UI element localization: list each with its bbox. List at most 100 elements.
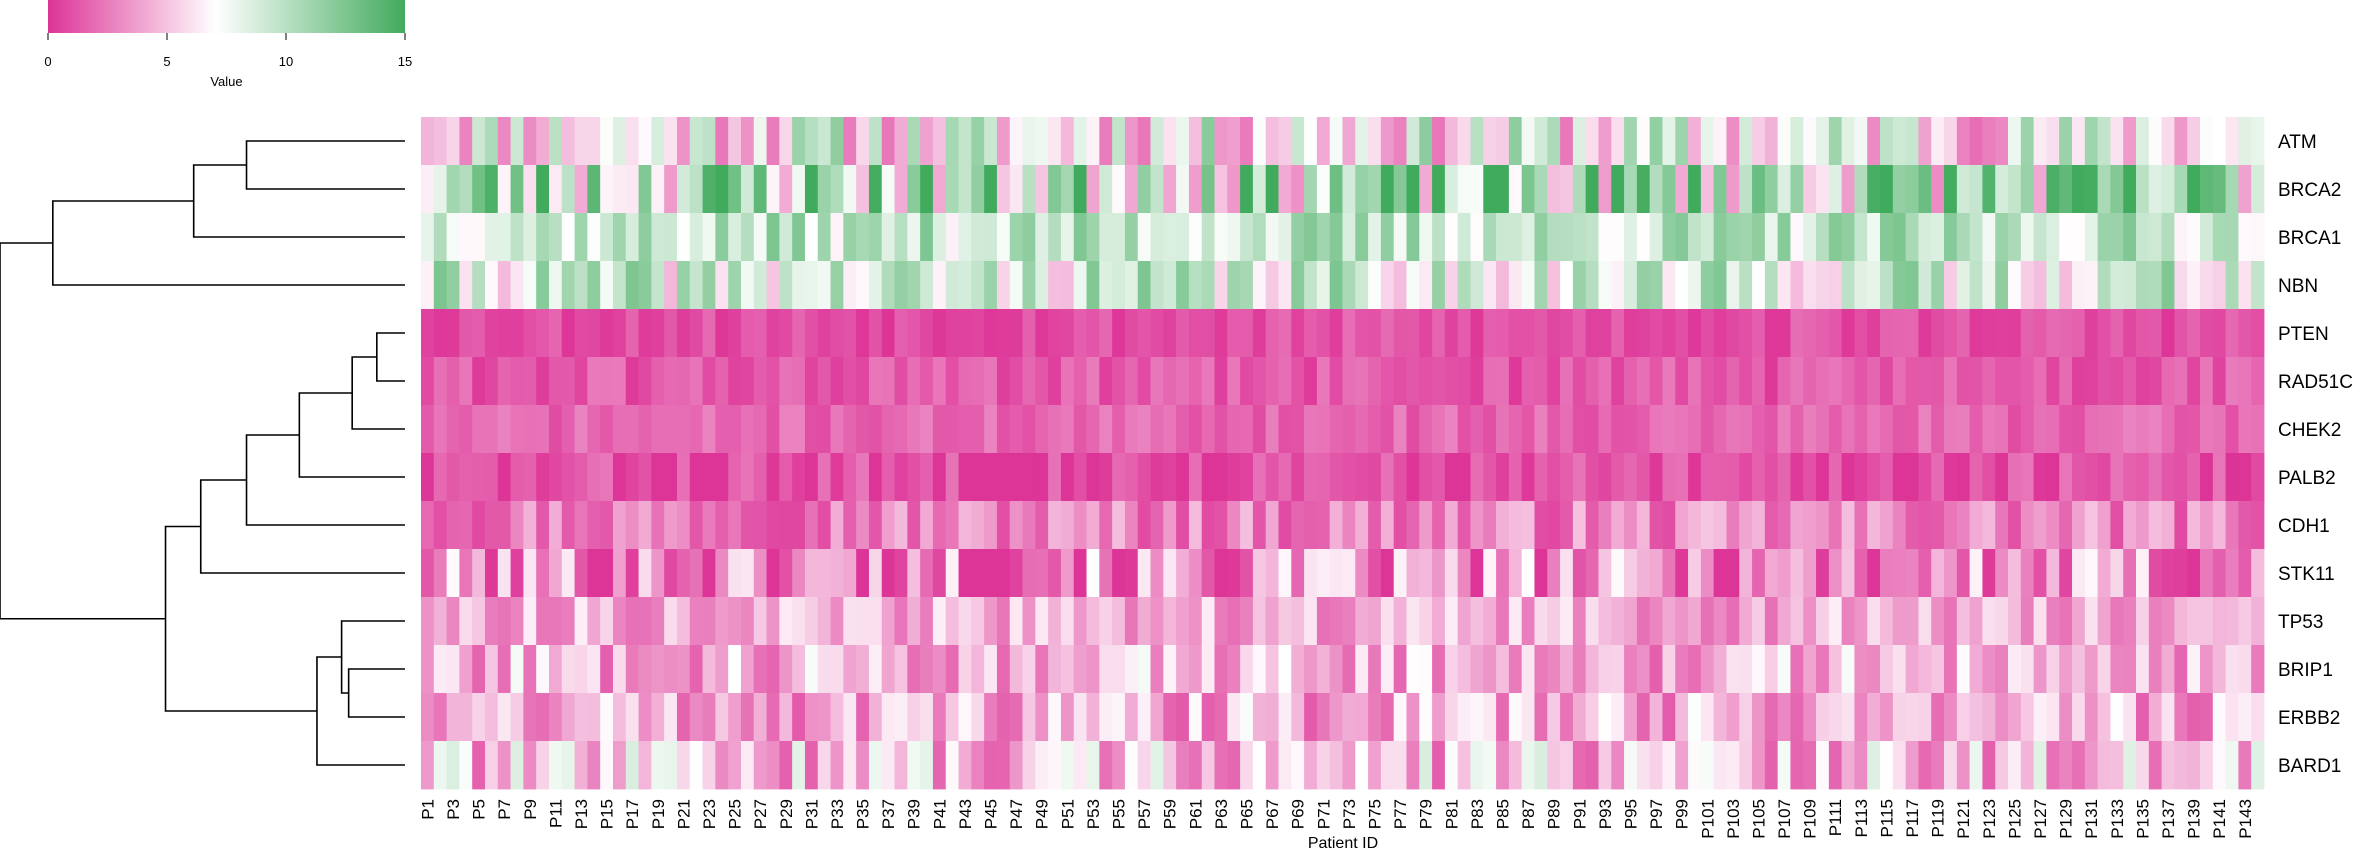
column-tick-label: P71	[1314, 799, 1333, 829]
heatmap-cell	[587, 405, 601, 454]
heatmap-cell	[1624, 165, 1638, 214]
heatmap-cell	[1304, 597, 1318, 646]
heatmap-cell	[1073, 597, 1087, 646]
heatmap-cell	[689, 645, 703, 694]
heatmap-cell	[1355, 501, 1369, 550]
heatmap-cell	[625, 405, 639, 454]
heatmap-cell	[1496, 261, 1510, 310]
column-tick-label: P123	[1980, 799, 1999, 839]
heatmap-cell	[728, 693, 742, 742]
heatmap-cell	[1124, 213, 1139, 262]
heatmap-cell	[1560, 213, 1574, 262]
heatmap-cell	[497, 645, 511, 694]
heatmap-cell	[779, 261, 793, 310]
heatmap-cell	[2110, 357, 2124, 406]
heatmap-cell	[958, 213, 972, 262]
heatmap-cell	[1649, 309, 1663, 358]
heatmap-cell	[766, 693, 780, 742]
heatmap-cell	[1816, 597, 1830, 646]
heatmap-cell	[2212, 309, 2227, 358]
heatmap-cell	[2251, 501, 2265, 550]
heatmap-cell	[1918, 693, 1932, 742]
heatmap-cell	[1892, 597, 1907, 646]
dendrogram-branch	[199, 479, 405, 574]
heatmap-cell	[1790, 597, 1804, 646]
heatmap-cell	[1777, 549, 1791, 598]
heatmap-cell	[907, 741, 921, 790]
heatmap-cell	[548, 309, 563, 358]
heatmap-cell	[2110, 741, 2124, 790]
heatmap-cell	[1521, 357, 1535, 406]
heatmap-cell	[561, 453, 575, 502]
heatmap-cell	[779, 645, 793, 694]
heatmap-cell	[1688, 693, 1702, 742]
heatmap-cell	[1624, 549, 1638, 598]
heatmap-cell	[2136, 309, 2150, 358]
heatmap-cell	[536, 165, 550, 214]
heatmap-cell	[1649, 261, 1663, 310]
heatmap-cell	[2046, 501, 2060, 550]
heatmap-cell	[600, 549, 614, 598]
heatmap-cell	[945, 549, 959, 598]
column-tick-label: P125	[2005, 799, 2024, 839]
heatmap-cell	[945, 405, 959, 454]
heatmap-cell	[830, 501, 844, 550]
column-tick-label: P1	[418, 799, 437, 820]
heatmap-cell	[1060, 309, 1075, 358]
heatmap-cell	[702, 453, 716, 502]
heatmap-cell	[1521, 261, 1535, 310]
heatmap-cell	[1329, 213, 1343, 262]
heatmap-cell	[728, 501, 742, 550]
heatmap-cell	[1534, 165, 1548, 214]
heatmap-cell	[1508, 117, 1523, 166]
legend-tick-label: 5	[163, 54, 170, 69]
heatmap-cell	[894, 405, 908, 454]
heatmap-cell	[2212, 165, 2227, 214]
heatmap-cell	[920, 405, 934, 454]
heatmap-cell	[1252, 645, 1267, 694]
heatmap-cell	[472, 549, 486, 598]
heatmap-cell	[1598, 741, 1612, 790]
heatmap-cell	[2148, 309, 2163, 358]
legend-tick-label: 15	[398, 54, 412, 69]
heatmap-cell	[804, 645, 819, 694]
heatmap-cell	[510, 549, 524, 598]
heatmap-cell	[2136, 597, 2150, 646]
heatmap-cell	[1444, 741, 1459, 790]
column-tick-label: P93	[1596, 799, 1615, 829]
heatmap-cell	[1304, 213, 1318, 262]
heatmap-cell	[2136, 453, 2150, 502]
heatmap-cell	[1099, 117, 1113, 166]
heatmap-cell	[1240, 597, 1254, 646]
heatmap-cell	[433, 501, 447, 550]
heatmap-cell	[2084, 501, 2099, 550]
heatmap-cell	[1598, 117, 1612, 166]
heatmap-cell	[1969, 597, 1983, 646]
heatmap-cell	[2148, 405, 2163, 454]
heatmap-cell	[2123, 501, 2137, 550]
heatmap-cell	[1163, 453, 1177, 502]
heatmap-cell	[1892, 453, 1907, 502]
heatmap-cell	[548, 405, 563, 454]
column-tick-label: P45	[982, 799, 1001, 829]
heatmap-cell	[497, 741, 511, 790]
heatmap-cell	[1380, 165, 1395, 214]
heatmap-cell	[702, 165, 716, 214]
heatmap-cell	[1777, 501, 1791, 550]
heatmap-cell	[2123, 357, 2137, 406]
heatmap-cell	[996, 453, 1011, 502]
column-tick-label: P23	[700, 799, 719, 829]
heatmap-cell	[1675, 309, 1689, 358]
heatmap-cell	[1406, 117, 1420, 166]
heatmap-cell	[945, 165, 959, 214]
heatmap-cell	[1432, 213, 1446, 262]
heatmap-cell	[996, 309, 1011, 358]
heatmap-cell	[1547, 309, 1561, 358]
heatmap-cell	[2072, 549, 2086, 598]
heatmap-cell	[2072, 597, 2086, 646]
row-label: CHEK2	[2278, 420, 2341, 441]
heatmap-cell	[1457, 405, 1471, 454]
heatmap-cell	[1432, 741, 1446, 790]
heatmap-cell	[1380, 357, 1395, 406]
heatmap-cell	[1406, 549, 1420, 598]
